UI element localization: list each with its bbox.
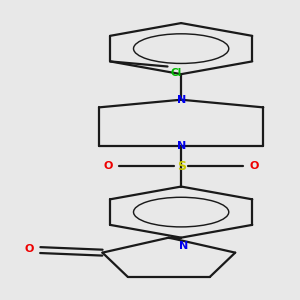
Text: O: O bbox=[250, 161, 259, 171]
Text: N: N bbox=[176, 141, 186, 151]
Text: N: N bbox=[179, 241, 189, 250]
Text: O: O bbox=[24, 244, 34, 254]
Text: Cl: Cl bbox=[170, 68, 182, 78]
Text: O: O bbox=[103, 161, 112, 171]
Text: S: S bbox=[177, 160, 186, 172]
Text: N: N bbox=[176, 95, 186, 105]
